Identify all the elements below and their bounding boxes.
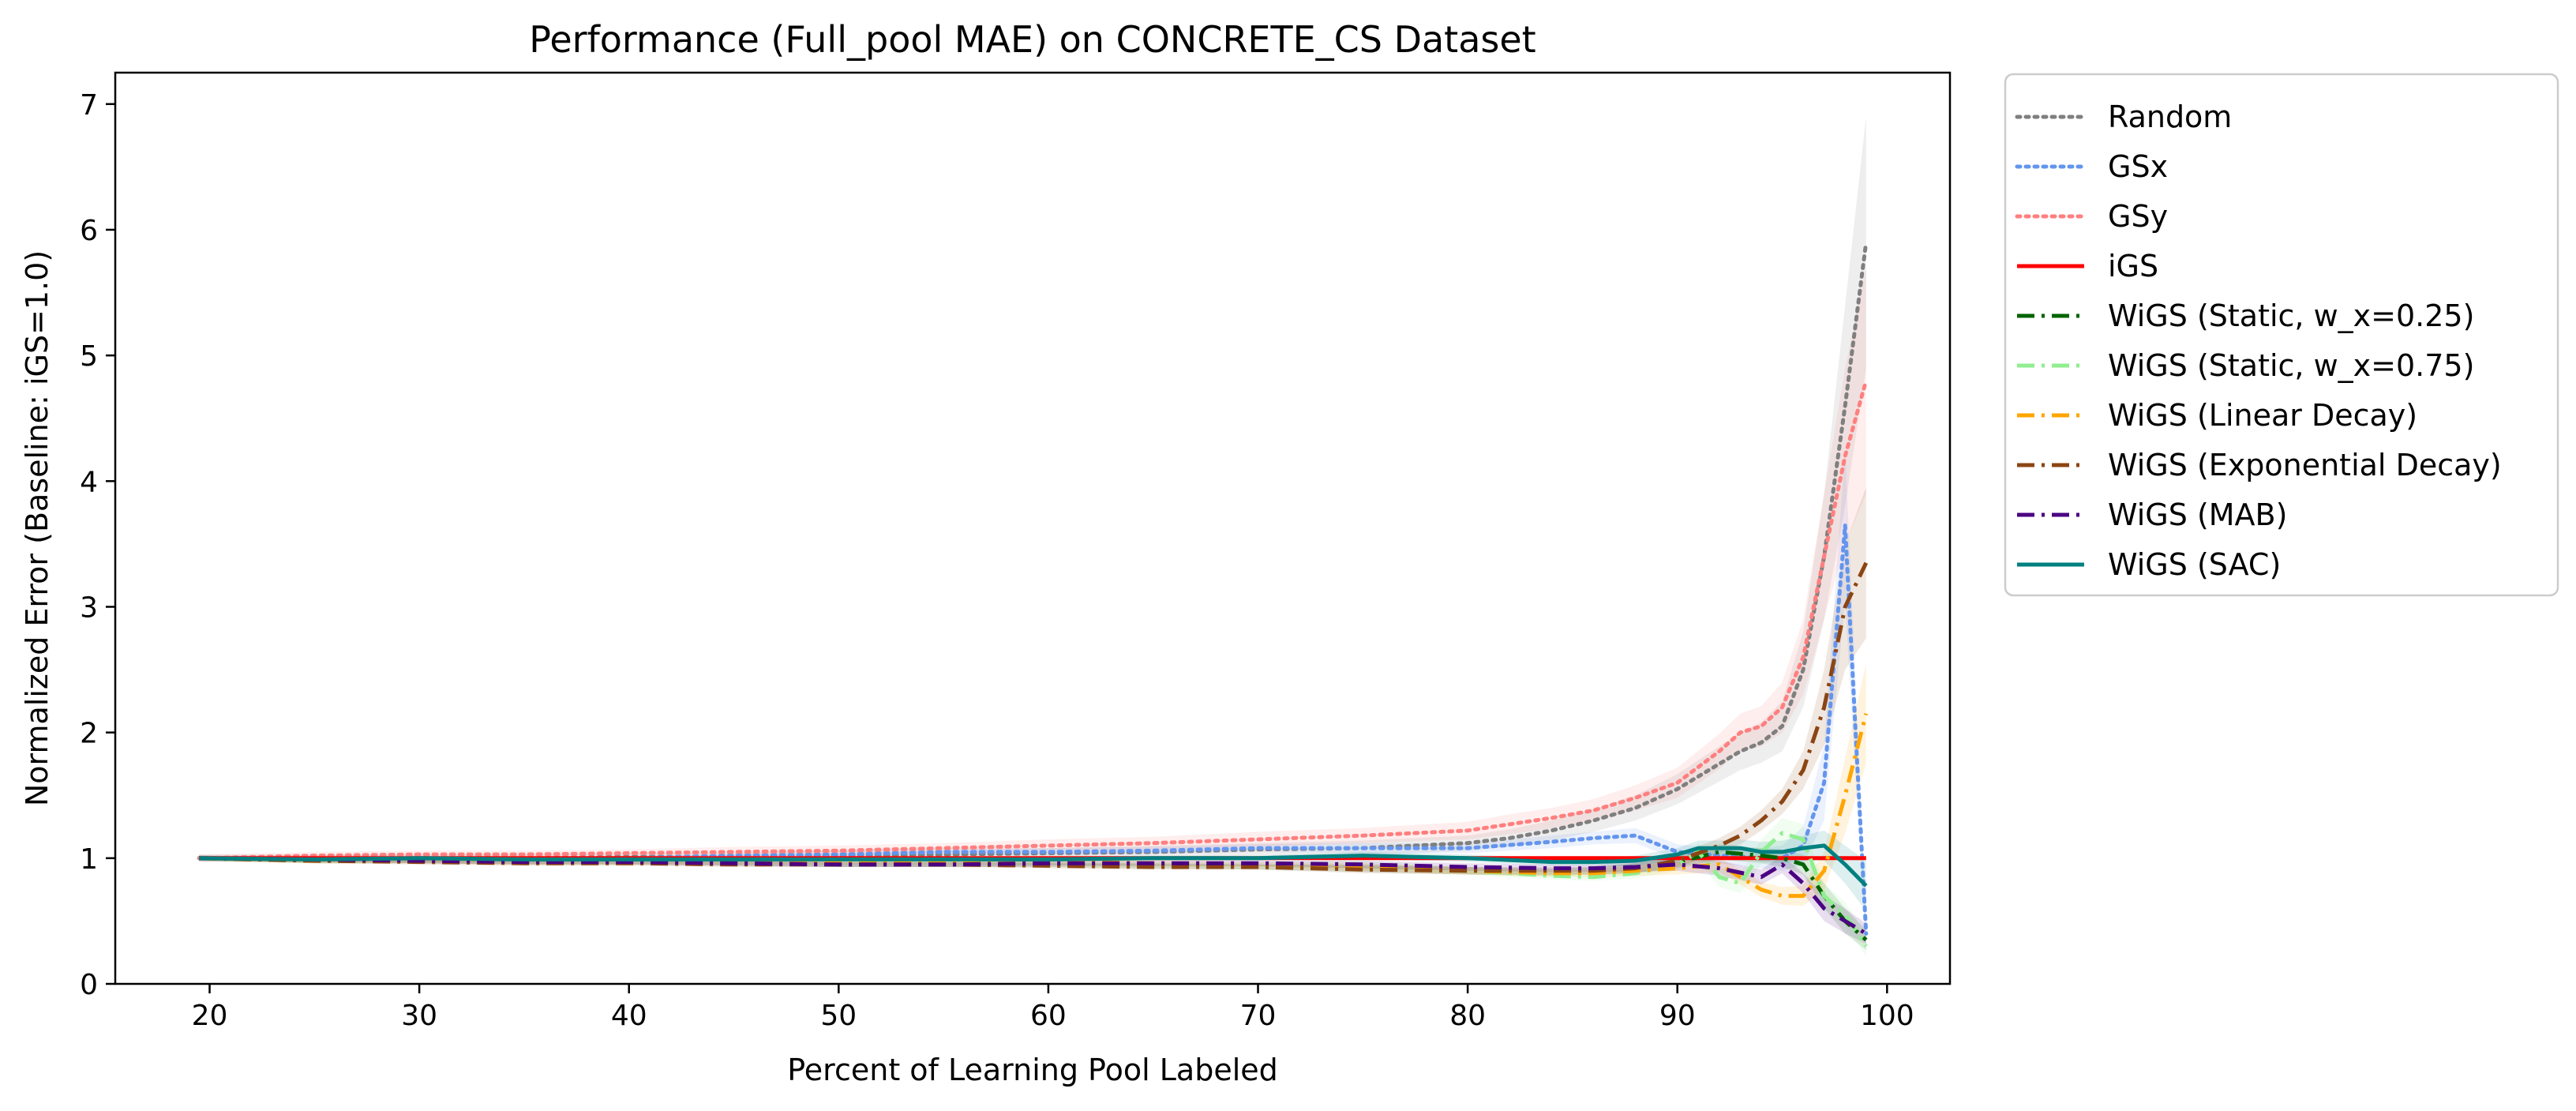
legend-label-igs: iGS (2108, 249, 2158, 283)
y-tick-label: 0 (80, 969, 98, 1001)
legend-items: Random GSx GSy iGS WiGS (Static, w_x=0.25) Wi… (2015, 99, 2502, 582)
x-tick-label: 100 (1860, 1000, 1914, 1032)
band-random (199, 116, 1866, 862)
x-tick-label: 20 (192, 1000, 228, 1032)
y-tick-label: 1 (80, 843, 98, 876)
series-line-gsy (197, 378, 1869, 861)
plot-frame (114, 71, 1952, 985)
series-line-wigs-mab (199, 856, 1868, 936)
x-tick-label: 40 (611, 1000, 647, 1032)
x-axis-ticks: 20 30 40 50 60 70 80 90 100 (192, 984, 1914, 1032)
x-axis-label: Percent of Learning Pool Labeled (787, 1053, 1278, 1087)
y-tick-label: 5 (80, 340, 98, 373)
x-tick-label: 60 (1030, 1000, 1067, 1032)
legend-label-wigs-mab: WiGS (MAB) (2108, 497, 2287, 532)
y-axis-ticks: 0 1 2 3 4 5 6 7 (80, 89, 115, 1001)
legend-label-wigs-static-w-x-0-75: WiGS (Static, w_x=0.75) (2108, 348, 2474, 383)
legend-label-wigs-linear-decay: WiGS (Linear Decay) (2108, 398, 2417, 433)
y-tick-label: 6 (80, 215, 98, 247)
y-tick-label: 4 (80, 466, 98, 498)
series-lines (197, 240, 1869, 948)
legend-label-wigs-sac: WiGS (SAC) (2108, 547, 2281, 582)
y-axis-label: Normalized Error (Baseline: iGS=1.0) (20, 250, 54, 806)
x-tick-label: 30 (401, 1000, 437, 1032)
chart-title: Performance (Full_pool MAE) on CONCRETE_… (529, 18, 1535, 61)
series-line-wigs-sac (199, 843, 1868, 888)
y-tick-label: 2 (80, 718, 98, 750)
x-tick-label: 70 (1240, 1000, 1277, 1032)
x-tick-label: 80 (1449, 1000, 1486, 1032)
legend-label-random: Random (2108, 99, 2232, 134)
legend-label-wigs-exponential-decay: WiGS (Exponential Decay) (2108, 448, 2502, 482)
y-tick-label: 7 (80, 89, 98, 122)
legend-label-gsx: GSx (2108, 149, 2168, 184)
x-tick-label: 50 (820, 1000, 857, 1032)
legend-box (2004, 73, 2559, 597)
legend: Random GSx GSy iGS WiGS (Static, w_x=0.25) Wi… (2004, 73, 2559, 597)
legend-label-gsy: GSy (2108, 199, 2168, 234)
y-tick-label: 3 (80, 591, 98, 624)
legend-label-wigs-static-w-x-0-25: WiGS (Static, w_x=0.25) (2108, 298, 2474, 333)
x-tick-label: 90 (1659, 1000, 1696, 1032)
